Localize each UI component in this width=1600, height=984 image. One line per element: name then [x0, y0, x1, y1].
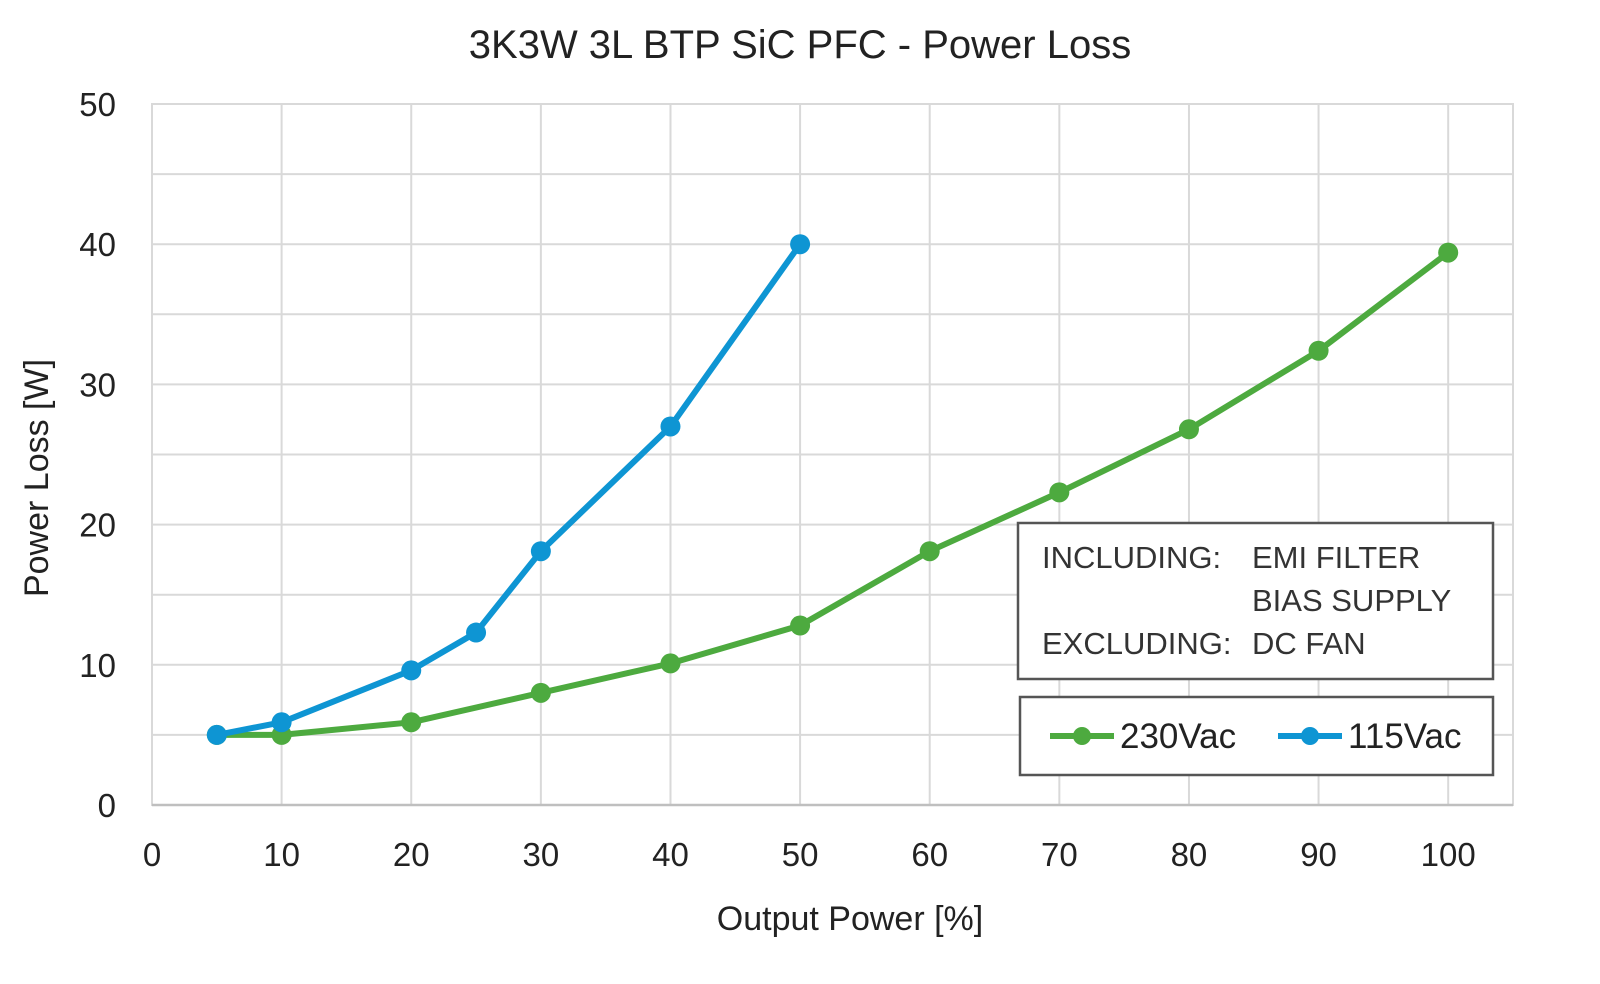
data-point-115vac — [401, 660, 422, 681]
data-point-230vac — [919, 541, 940, 562]
legend-label-230vac: 230Vac — [1120, 717, 1236, 756]
y-axis-label: Power Loss [W] — [18, 359, 56, 597]
annotation-excluding-label: EXCLUDING: — [1042, 626, 1231, 661]
x-tick-label: 10 — [263, 836, 300, 873]
data-point-115vac — [206, 724, 227, 745]
legend-swatch-115vac-marker — [1301, 727, 1319, 745]
grid — [151, 103, 1514, 806]
data-point-230vac — [790, 615, 811, 636]
x-tick-label: 60 — [911, 836, 948, 873]
y-tick-label: 10 — [79, 647, 116, 684]
data-point-230vac — [1178, 419, 1199, 440]
x-tick-label: 40 — [652, 836, 689, 873]
legend-label-115vac: 115Vac — [1348, 717, 1462, 756]
chart-title-prefix: 3K3W 3L BTP SiC PFC - — [469, 23, 922, 67]
data-point-230vac — [660, 653, 681, 674]
data-point-230vac — [1308, 340, 1329, 361]
annotation-excluding-item-1: DC FAN — [1252, 626, 1366, 661]
y-tick-label: 40 — [79, 226, 116, 263]
data-point-115vac — [271, 712, 292, 733]
series-layer — [206, 234, 1459, 745]
x-tick-label: 80 — [1171, 836, 1208, 873]
x-tick-label: 90 — [1300, 836, 1337, 873]
y-tick-label: 50 — [79, 86, 116, 123]
annotation-border — [1016, 521, 1495, 681]
data-point-115vac — [790, 234, 811, 255]
data-point-230vac — [530, 682, 551, 703]
annotation-box: INCLUDING: EMI FILTER BIAS SUPPLY EXCLUD… — [1016, 521, 1495, 681]
annotation-including-item-2: BIAS SUPPLY — [1252, 583, 1451, 618]
x-tick-labels: 0 10 20 30 40 50 60 70 80 90 100 — [143, 836, 1476, 873]
legend: 230Vac 115Vac — [1018, 695, 1495, 777]
y-tick-label: 0 — [98, 787, 116, 824]
data-point-115vac — [660, 416, 681, 437]
data-point-230vac — [1049, 482, 1070, 503]
data-point-230vac — [401, 712, 422, 733]
legend-swatch-230vac-marker — [1073, 727, 1091, 745]
y-tick-label: 30 — [79, 366, 116, 403]
x-axis-label: Output Power [%] — [717, 900, 983, 938]
chart-title: 3K3W 3L BTP SiC PFC - Power Loss — [469, 23, 1131, 67]
data-point-115vac — [466, 622, 487, 643]
y-tick-labels: 0 10 20 30 40 50 — [79, 86, 116, 824]
x-tick-label: 100 — [1421, 836, 1476, 873]
data-point-230vac — [1438, 242, 1459, 263]
series-230vac — [206, 242, 1459, 745]
x-tick-label: 50 — [782, 836, 819, 873]
data-point-115vac — [530, 541, 551, 562]
x-tick-label: 20 — [393, 836, 430, 873]
annotation-including-item-1: EMI FILTER — [1252, 540, 1420, 575]
x-tick-label: 0 — [143, 836, 161, 873]
series-115vac — [206, 234, 811, 745]
x-tick-label: 70 — [1041, 836, 1078, 873]
chart-title-emphasis: Power Loss — [922, 23, 1131, 67]
annotation-including-label: INCLUDING: — [1042, 540, 1221, 575]
y-tick-label: 20 — [79, 507, 116, 544]
x-tick-label: 30 — [522, 836, 559, 873]
